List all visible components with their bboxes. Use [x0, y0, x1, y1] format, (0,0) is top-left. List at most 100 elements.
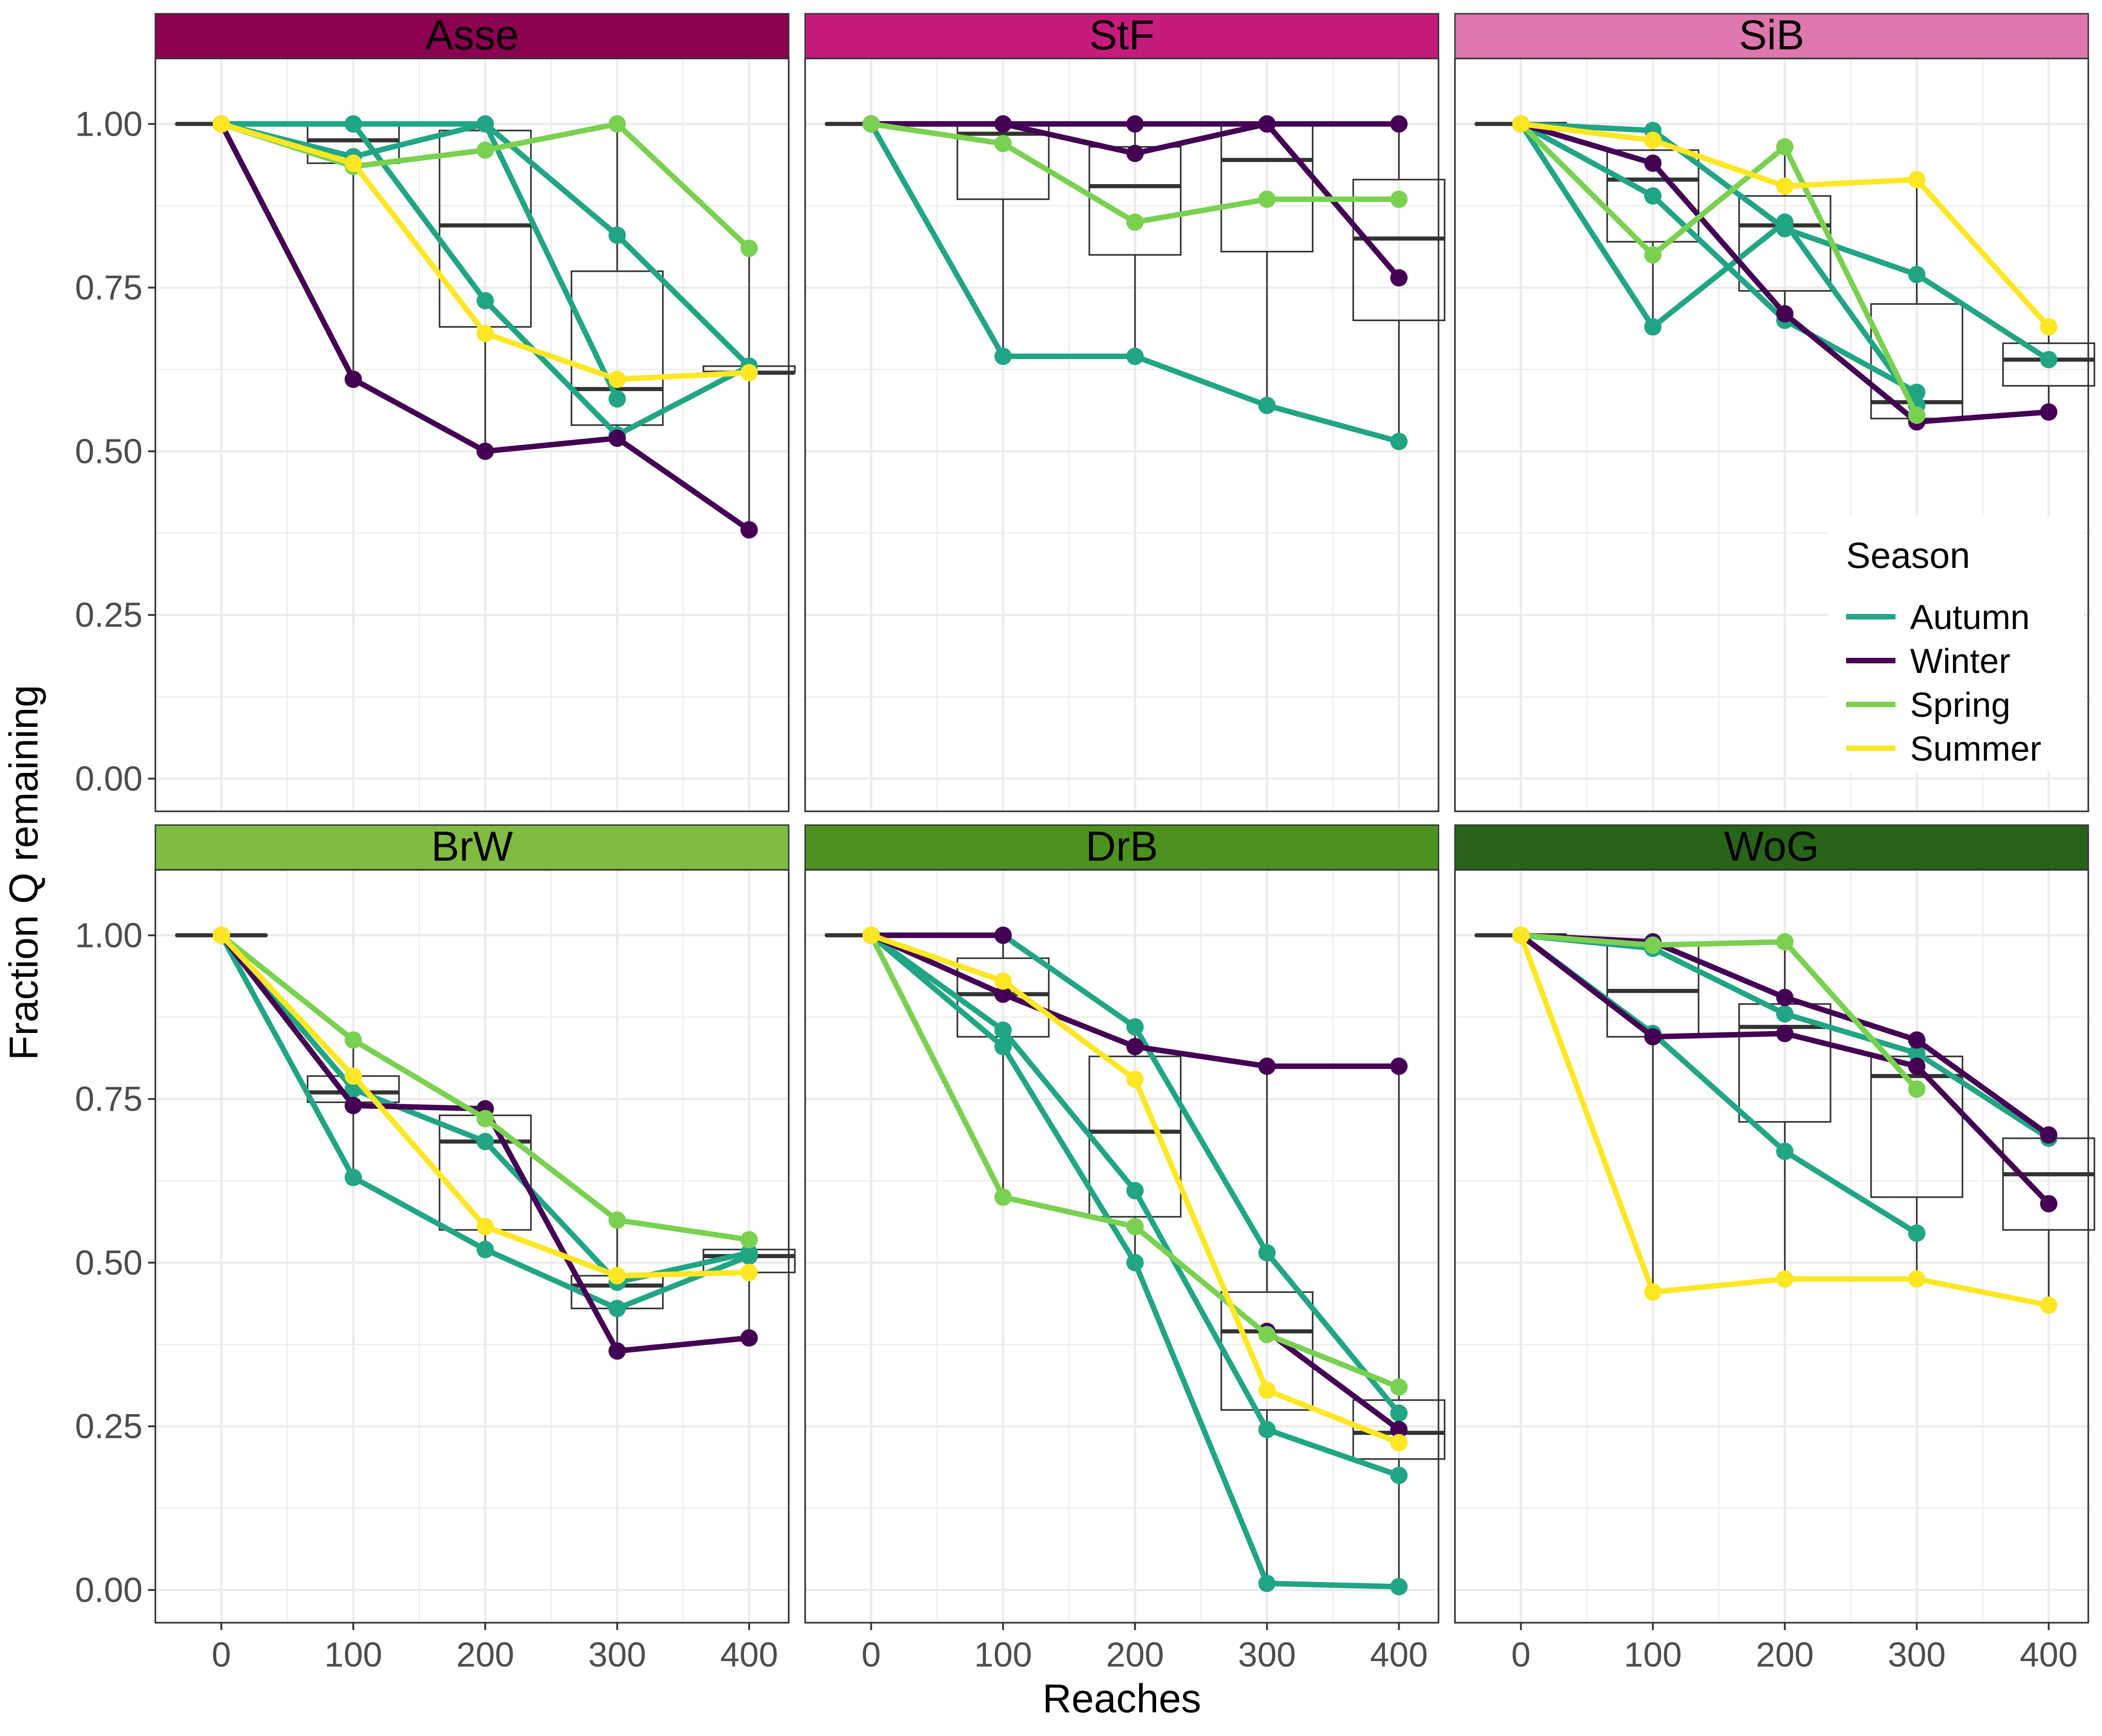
data-point-winter — [1644, 1028, 1662, 1046]
y-axis-title: Fraction Q remaining — [1, 685, 46, 1060]
data-point-autumn — [608, 226, 626, 244]
data-point-winter — [608, 429, 626, 447]
boxplot-400 — [1352, 124, 1446, 442]
legend-item-autumn: Autumn — [1846, 598, 2030, 637]
data-point-autumn — [1908, 1224, 1926, 1242]
x-tick-label: 400 — [1370, 1635, 1428, 1674]
panel-border — [1454, 869, 2089, 1624]
box-iqr — [2002, 342, 2096, 387]
data-point-autumn — [1776, 1143, 1794, 1160]
data-point-winter — [994, 985, 1012, 1003]
data-point-autumn — [476, 1241, 494, 1259]
panel-background — [155, 870, 789, 1623]
data-point-summer — [2040, 318, 2058, 336]
data-point-summer — [2040, 1296, 2058, 1314]
data-point-winter — [1390, 115, 1408, 133]
data-point-winter — [1776, 1025, 1794, 1043]
data-point-winter — [994, 926, 1012, 944]
legend-label: Winter — [1910, 642, 2011, 681]
data-point-winter — [1126, 1037, 1144, 1055]
panel-border — [154, 58, 790, 812]
panel-border — [804, 869, 1439, 1624]
panel-border — [154, 869, 790, 1624]
data-point-winter — [2040, 1195, 2058, 1212]
data-point-winter — [740, 1329, 758, 1347]
x-tick-label: 200 — [1756, 1635, 1814, 1674]
data-point-summer — [1126, 1070, 1144, 1088]
strip-drb — [804, 824, 1439, 871]
x-tick-label: 200 — [456, 1635, 514, 1674]
legend-entries: Autumn Winter Spring Summer — [1846, 598, 2041, 768]
y-tick-label: 0.25 — [75, 1407, 143, 1446]
data-point-spring — [608, 1211, 626, 1229]
x-tick-label: 400 — [2020, 1635, 2078, 1674]
data-point-summer — [1512, 115, 1530, 133]
data-point-autumn — [608, 390, 626, 408]
data-point-autumn — [1258, 1421, 1276, 1439]
data-point-summer — [862, 926, 880, 944]
strip-title: StF — [1089, 12, 1154, 58]
data-point-summer — [1390, 1434, 1408, 1451]
data-point-summer — [1644, 1283, 1662, 1301]
boxplot-300 — [570, 124, 664, 439]
data-point-summer — [608, 1267, 626, 1285]
data-point-spring — [345, 1031, 362, 1049]
data-point-winter — [1258, 115, 1276, 133]
data-point-spring — [740, 239, 758, 257]
data-point-summer — [476, 1218, 494, 1236]
data-point-winter — [1390, 1421, 1408, 1439]
data-point-winter — [1776, 989, 1794, 1006]
data-point-autumn — [1390, 1578, 1408, 1596]
y-tick-label: 1.00 — [75, 916, 143, 955]
x-tick-label: 300 — [1238, 1635, 1296, 1674]
data-point-autumn — [345, 1169, 362, 1186]
x-tick-label: 0 — [861, 1635, 881, 1674]
legend-label: Summer — [1910, 730, 2041, 768]
panel-drb: DrB 0 100 200 300 400 — [804, 823, 1446, 1674]
box-iqr — [1352, 179, 1446, 321]
y-tick-label: 1.00 — [75, 105, 143, 143]
series-line-spring — [1518, 932, 1920, 1092]
data-point-autumn — [1776, 1005, 1794, 1023]
data-point-summer — [608, 370, 626, 388]
data-point-winter — [1908, 1031, 1926, 1049]
x-tick-label: 0 — [1511, 1635, 1530, 1674]
panel-border — [804, 58, 1439, 812]
data-point-summer — [1258, 1381, 1276, 1399]
strip-title: WoG — [1724, 823, 1819, 870]
data-point-spring — [1258, 191, 1276, 208]
x-tick-label: 200 — [1106, 1635, 1164, 1674]
data-point-autumn — [740, 1244, 758, 1262]
data-point-summer — [994, 972, 1012, 990]
data-point-autumn — [994, 1021, 1012, 1039]
panel-stf: StF — [804, 12, 1446, 812]
data-point-spring — [994, 1188, 1012, 1206]
data-point-autumn — [1126, 348, 1144, 365]
data-point-autumn — [476, 1133, 494, 1150]
y-tick-label: 0.00 — [75, 759, 143, 798]
data-point-autumn — [1776, 213, 1794, 231]
data-point-winter — [1644, 154, 1662, 172]
data-point-summer — [345, 154, 362, 172]
data-point-winter — [2040, 1126, 2058, 1144]
data-point-winter — [1776, 305, 1794, 323]
data-point-autumn — [1258, 1244, 1276, 1262]
data-point-summer — [1644, 132, 1662, 149]
data-point-winter — [740, 521, 758, 539]
data-point-autumn — [476, 292, 494, 310]
data-point-spring — [476, 1110, 494, 1127]
legend-label: Spring — [1910, 686, 2011, 725]
data-point-winter — [1258, 1057, 1276, 1075]
box-iqr — [570, 270, 664, 426]
data-point-autumn — [1126, 1182, 1144, 1200]
data-point-autumn — [1644, 318, 1662, 336]
x-tick-label: 400 — [720, 1635, 778, 1674]
strip-title: SiB — [1739, 12, 1804, 58]
data-point-spring — [862, 115, 880, 133]
y-tick-label: 0.25 — [75, 596, 143, 635]
data-point-summer — [476, 324, 494, 342]
y-tick-label: 0.75 — [75, 1080, 143, 1119]
data-point-autumn — [1258, 1575, 1276, 1593]
data-point-spring — [608, 115, 626, 133]
